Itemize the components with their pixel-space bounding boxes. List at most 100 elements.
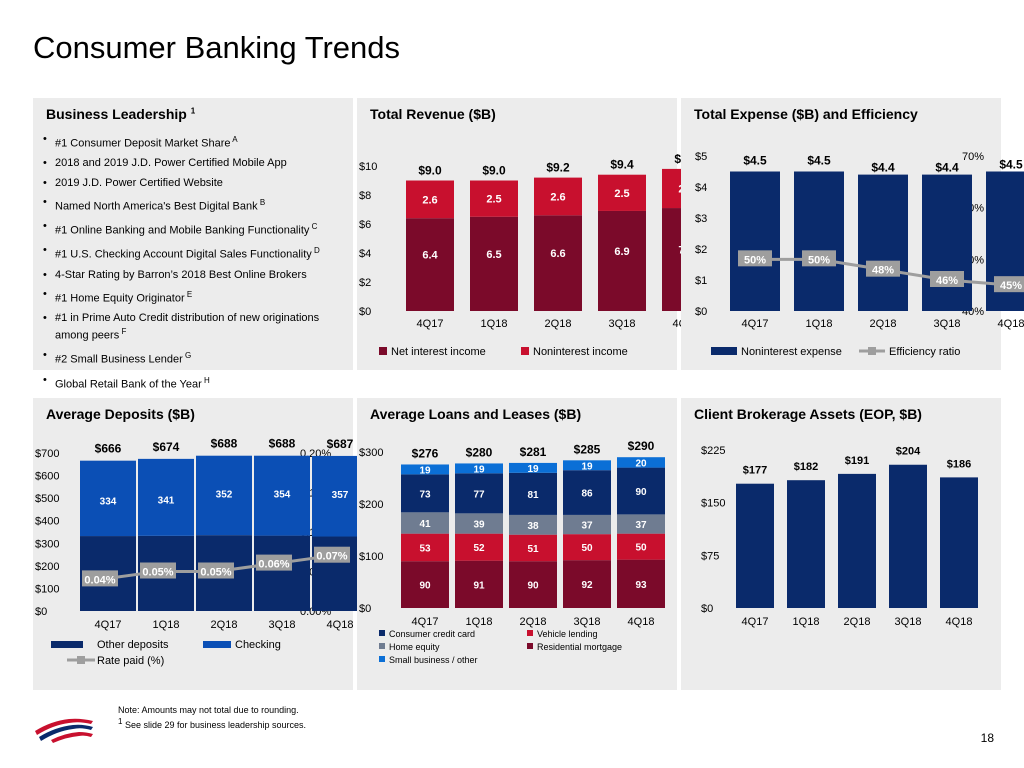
total-label: $9.0: [482, 164, 506, 178]
legend-swatch-checking: [203, 641, 231, 648]
leadership-item: #1 in Prime Auto Credit distribution of …: [43, 312, 353, 343]
x-tick: 2Q18: [211, 619, 238, 631]
segment-label: 19: [419, 465, 431, 476]
bar-value-label: $186: [947, 458, 971, 470]
segment-label: 19: [527, 464, 539, 475]
ratio-label-bg: [802, 250, 836, 267]
y2-tick: 50%: [962, 254, 984, 266]
efficiency-ratio-label: 48%: [872, 265, 894, 277]
efficiency-ratio-label: 46%: [936, 275, 958, 287]
leadership-item: #2 Small Business Lender G: [43, 349, 353, 367]
bar-net-interest: [598, 210, 646, 311]
y-tick: $8: [359, 190, 371, 202]
total-revenue-panel: Total Revenue ($B) $0 $2 $4 $6 $8 $10 6.4 2.6 $9…: [357, 98, 710, 370]
segment-label: 37: [635, 520, 647, 531]
x-tick: 4Q18: [998, 318, 1024, 330]
segment-label: 19: [581, 461, 593, 472]
y-tick: $0: [695, 306, 707, 318]
bar-residential-mortgage: [455, 560, 503, 608]
bar-consumer-credit-card: [563, 470, 611, 515]
rate-paid-label: 0.06%: [258, 559, 289, 571]
legend-swatch: [527, 643, 533, 649]
x-tick: 2Q18: [870, 318, 897, 330]
y-tick: $10: [359, 161, 377, 173]
bar-net-interest: [406, 218, 454, 311]
legend-label: Noninterest expense: [741, 346, 842, 358]
total-revenue-chart: $0 $2 $4 $6 $8 $10 6.4 2.6 $9.0 4Q17 6.5 2.5 $9.0 1Q1…: [359, 152, 710, 358]
bar-noninterest-expense: [730, 171, 780, 311]
bar-brokerage-assets: [889, 464, 927, 608]
average-loans-title: Average Loans and Leases ($B): [370, 406, 582, 422]
y-tick: $75: [701, 550, 719, 562]
segment-label: 73: [419, 489, 431, 500]
segment-label: 51: [527, 544, 539, 555]
legend-label: Net interest income: [391, 346, 486, 358]
leadership-item: 4-Star Rating by Barron’s 2018 Best Onli…: [43, 269, 353, 282]
x-tick: 3Q18: [609, 318, 636, 330]
x-tick: 3Q18: [269, 619, 296, 631]
y-tick: $100: [359, 551, 383, 563]
bar-small-business-other: [563, 460, 611, 471]
bar-residential-mortgage: [617, 559, 665, 608]
y-tick: $0: [701, 603, 713, 615]
bar-home-equity: [617, 514, 665, 534]
x-tick: 1Q18: [466, 616, 493, 628]
total-label: $285: [574, 442, 601, 456]
bar-value-label: $4.5: [999, 158, 1023, 172]
x-tick: 3Q18: [895, 616, 922, 628]
bar-brokerage-assets: [940, 477, 978, 608]
bar-home-equity: [563, 514, 611, 535]
bar-vehicle-lending: [563, 534, 611, 561]
bar-vehicle-lending: [509, 534, 557, 562]
footnote-rounding: Note: Amounts may not total due to round…: [118, 705, 299, 715]
segment-label: 90: [419, 581, 431, 592]
total-expense-chart: $0$1$2$3$4$540%50%60%70%$4.54Q17$4.51Q18…: [695, 151, 1024, 358]
y-tick: $150: [701, 498, 725, 510]
legend-swatch-other: [51, 641, 83, 648]
y-tick: $2: [695, 244, 707, 256]
bar-vehicle-lending: [401, 533, 449, 562]
y-tick: $1: [695, 275, 707, 287]
total-expense-title: Total Expense ($B) and Efficiency: [694, 106, 918, 122]
efficiency-ratio-label: 50%: [744, 254, 766, 266]
leadership-item: 2019 J.D. Power Certified Website: [43, 177, 353, 190]
legend-label: Other deposits: [97, 639, 169, 651]
segment-label: 92: [581, 580, 593, 591]
bar-value-label: $4.5: [743, 154, 767, 168]
x-tick: 4Q18: [327, 619, 354, 631]
segment-label: 77: [473, 489, 485, 500]
average-loans-panel: Average Loans and Leases ($B) $0 $100 $200…: [357, 398, 677, 690]
legend-swatch-expense: [711, 347, 737, 355]
x-tick: 1Q18: [793, 616, 820, 628]
bar-consumer-credit-card: [455, 473, 503, 514]
total-label: $281: [520, 445, 547, 459]
ratio-label-bg: [930, 271, 964, 287]
x-tick: 4Q17: [417, 318, 444, 330]
total-label: $674: [153, 440, 180, 454]
bar-value-label: $4.4: [871, 161, 895, 175]
average-deposits-panel: Average Deposits ($B) $0 $100 $200 $300 $400…: [33, 398, 368, 690]
bar-consumer-credit-card: [509, 472, 557, 515]
segment-label: 52: [473, 543, 485, 554]
segment-label: 41: [419, 519, 431, 530]
leadership-item: #1 Consumer Deposit Market Share A: [43, 133, 353, 151]
legend-label: Consumer credit card: [389, 629, 475, 639]
bar-noninterest-expense: [858, 174, 908, 311]
rate-label-bg: [314, 546, 350, 563]
page-number: 18: [980, 731, 994, 745]
y-tick: $600: [35, 471, 59, 483]
bar-home-equity: [509, 514, 557, 535]
legend-label: Home equity: [389, 642, 440, 652]
checking-label: 352: [216, 489, 233, 500]
data-label: 2.5: [486, 194, 501, 206]
client-brokerage-panel: Client Brokerage Assets (EOP, $B) $0 $75 $…: [681, 398, 1001, 690]
bar-net-interest: [534, 215, 582, 311]
checking-label: 354: [274, 490, 291, 501]
y2-tick: 70%: [962, 151, 984, 163]
y-tick: $2: [359, 277, 371, 289]
ratio-label-bg: [738, 250, 772, 267]
legend-swatch-ratio-marker: [868, 347, 876, 355]
y-tick: $700: [35, 448, 59, 460]
total-expense-panel: Total Expense ($B) and Efficiency $0 $1 $2…: [681, 98, 1024, 370]
footnote-sources: 1 See slide 29 for business leadership s…: [118, 717, 307, 730]
